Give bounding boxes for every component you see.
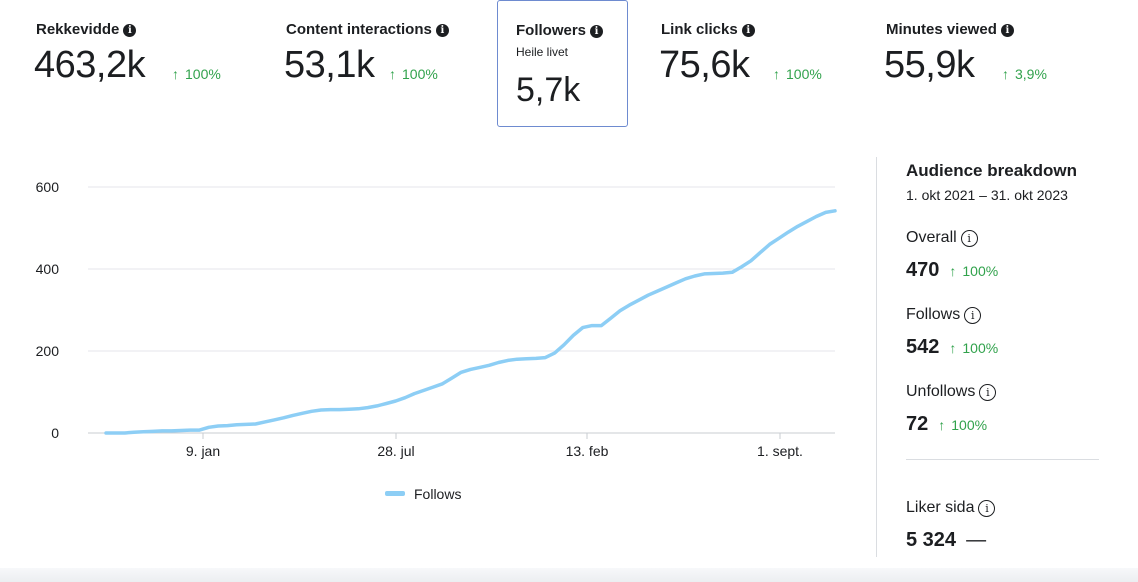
legend-swatch [385, 491, 405, 496]
audience-date-range: 1. okt 2021 – 31. okt 2023 [906, 187, 1068, 203]
metric-value: 55,9k [884, 44, 975, 86]
follows-value: 542 ↑ 100% [906, 336, 999, 358]
metric-value: 5,7k [516, 71, 581, 109]
page-likes-label: Liker sida i [906, 499, 996, 517]
metric-label: Content interactions i [286, 21, 449, 38]
arrow-up-icon: ↑ [389, 66, 396, 82]
y-tick-label: 0 [51, 425, 59, 441]
arrow-up-icon: ↑ [949, 263, 957, 279]
x-tick-label: 28. jul [377, 443, 414, 459]
audience-title: Audience breakdown [906, 161, 1077, 180]
x-tick-label: 13. feb [566, 443, 609, 459]
divider [906, 459, 1099, 460]
x-tick-label: 1. sept. [757, 443, 803, 459]
followers-line-chart[interactable]: 0 200 400 600 9. jan 28. jul 13. feb 1. sept. Fo… [0, 150, 860, 530]
metric-value: 75,6k [659, 44, 750, 86]
info-icon[interactable]: i [964, 307, 982, 324]
y-tick-label: 400 [36, 261, 60, 277]
info-icon[interactable]: i [978, 500, 996, 517]
page-likes-change: — [966, 529, 987, 551]
metric-followers-card[interactable]: Followers i Heile livet 5,7k [497, 0, 628, 127]
metric-value: 53,1k [284, 44, 375, 86]
audience-breakdown-panel: Audience breakdown 1. okt 2021 – 31. okt… [876, 157, 1138, 557]
arrow-up-icon: ↑ [773, 66, 780, 82]
metric-label: Rekkevidde i [36, 21, 137, 38]
info-icon[interactable]: i [960, 230, 978, 247]
arrow-up-icon: ↑ [172, 66, 179, 82]
arrow-up-icon: ↑ [938, 417, 946, 433]
metric-subtitle: Heile livet [516, 45, 569, 59]
unfollows-change: ↑ 100% [938, 417, 988, 433]
metric-value: 463,2k [34, 44, 146, 86]
follows-change: ↑ 100% [949, 340, 999, 356]
page-likes-value: 5 324— [906, 529, 987, 551]
metric-label: Link clicks i [661, 21, 755, 38]
info-icon[interactable]: i [979, 384, 997, 401]
y-tick-label: 600 [36, 179, 60, 195]
metric-change: ↑ 100% [773, 66, 822, 82]
info-icon[interactable]: i [590, 25, 604, 38]
metric-label: Minutes viewed i [886, 21, 1014, 38]
y-tick-label: 200 [36, 343, 60, 359]
legend-label: Follows [414, 486, 461, 502]
metric-change: ↑ 100% [172, 66, 221, 82]
overall-change: ↑ 100% [949, 263, 999, 279]
info-icon[interactable]: i [123, 24, 137, 37]
follows-label: Follows i [906, 306, 982, 324]
unfollows-value: 72 ↑ 100% [906, 413, 988, 435]
unfollows-label: Unfollows i [906, 383, 997, 401]
page-bottom-edge [0, 568, 1138, 582]
series-line-follows[interactable] [104, 209, 837, 435]
info-icon[interactable]: i [1000, 24, 1014, 37]
metric-change: ↑ 100% [389, 66, 438, 82]
x-tick-label: 9. jan [186, 443, 220, 459]
metric-label: Followers i [516, 22, 604, 39]
overall-label: Overall i [906, 229, 978, 247]
arrow-up-icon: ↑ [1002, 66, 1009, 82]
overall-value: 470 ↑ 100% [906, 259, 999, 281]
arrow-up-icon: ↑ [949, 340, 957, 356]
metric-change: ↑ 3,9% [1002, 66, 1047, 82]
info-icon[interactable]: i [741, 24, 755, 37]
info-icon[interactable]: i [435, 24, 449, 37]
